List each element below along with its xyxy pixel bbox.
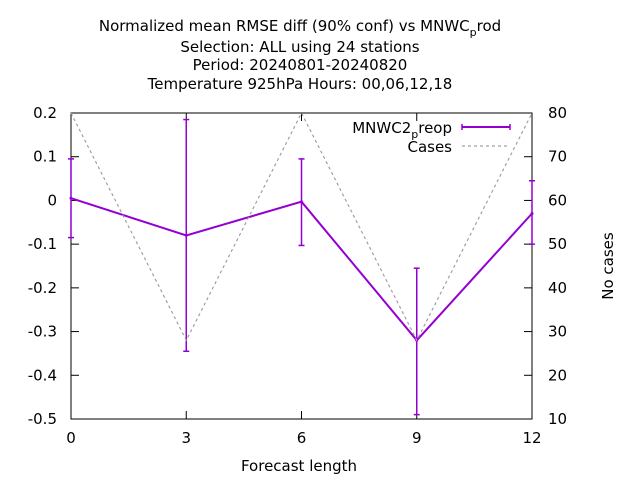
y2-tick-label: 60 — [548, 191, 567, 209]
x-tick-label: 6 — [297, 429, 307, 447]
y2-tick-label: 20 — [548, 366, 567, 384]
data-point — [300, 200, 303, 204]
y2-tick-label: 70 — [548, 148, 567, 166]
data-point — [184, 233, 188, 237]
y-tick-label: -0.4 — [28, 366, 57, 384]
y2-tick-label: 80 — [548, 104, 567, 122]
y2-tick-label: 40 — [548, 279, 567, 297]
y-tick-label: -0.5 — [28, 410, 57, 428]
series-layer — [68, 111, 535, 416]
y-tick-label: 0 — [47, 191, 57, 209]
y-tick-label: -0.3 — [28, 323, 57, 341]
y-tick-label: 0.1 — [33, 148, 57, 166]
data-point — [69, 196, 73, 200]
y-tick-label: -0.2 — [28, 279, 57, 297]
title-line: Temperature 925hPa Hours: 00,06,12,18 — [147, 75, 453, 93]
y2-tick-label: 10 — [548, 410, 567, 428]
legend-label-cases: Cases — [407, 138, 452, 156]
title-line: Selection: ALL using 24 stations — [180, 38, 419, 56]
x-axis-label: Forecast length — [241, 457, 357, 475]
chart-title: Normalized mean RMSE diff (90% conf) vs … — [99, 17, 501, 93]
x-axis: 0 3 6 9 12 — [66, 113, 542, 447]
y-axis: 0.2 0.1 0 -0.1 -0.2 -0.3 -0.4 -0.5 — [28, 104, 79, 428]
y-tick-label: 0.2 — [33, 104, 57, 122]
x-tick-label: 9 — [412, 429, 422, 447]
title-line: Normalized mean RMSE diff (90% conf) vs … — [99, 17, 501, 39]
y-tick-label: -0.1 — [28, 235, 57, 253]
x-tick-label: 0 — [66, 429, 76, 447]
y2-tick-label: 30 — [548, 323, 567, 341]
x-tick-label: 3 — [181, 429, 191, 447]
data-point — [530, 212, 534, 216]
legend-label-mnwc2preop: MNWC2preop — [352, 119, 452, 141]
title-line: Period: 20240801-20240820 — [193, 56, 408, 74]
y2-axis: 80 70 60 50 40 30 20 10 — [524, 104, 567, 428]
y2-axis-label: No cases — [599, 232, 617, 300]
y2-tick-label: 50 — [548, 235, 567, 253]
x-tick-label: 12 — [522, 429, 541, 447]
series-line-cases — [70, 111, 533, 342]
